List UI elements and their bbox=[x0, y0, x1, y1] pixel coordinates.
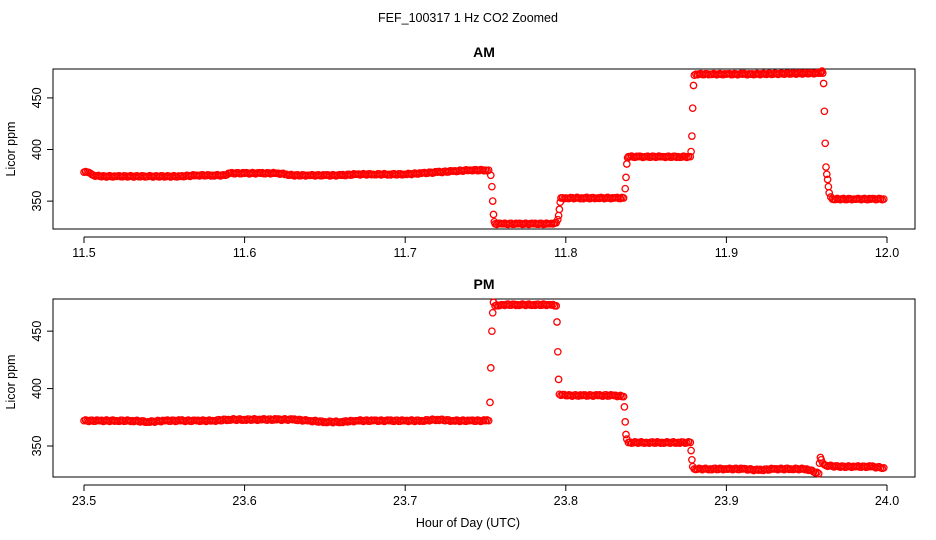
am-y-tick-label: 450 bbox=[30, 87, 44, 108]
am-points bbox=[80, 67, 888, 229]
am-x-tick-label: 11.5 bbox=[72, 246, 95, 260]
am-x-ticks: 11.5 11.6 11.7 11.8 11.9 12.0 bbox=[72, 236, 899, 260]
pm-point bbox=[620, 403, 629, 411]
am-point bbox=[622, 173, 630, 182]
am-y-ticks: 350 400 450 bbox=[30, 87, 54, 212]
am-point bbox=[488, 182, 496, 191]
am-point bbox=[821, 139, 830, 148]
pm-point bbox=[488, 327, 496, 336]
pm-point bbox=[621, 418, 630, 426]
am-panel-title: AM bbox=[473, 44, 495, 60]
pm-point bbox=[554, 375, 563, 384]
pm-point bbox=[552, 302, 561, 310]
pm-plot-frame bbox=[52, 298, 916, 478]
am-x-tick-label: 11.9 bbox=[715, 246, 738, 260]
am-point bbox=[825, 189, 834, 197]
pm-x-tick-label: 23.8 bbox=[554, 494, 578, 508]
pm-panel: PM Licor ppm 23.5 23.6 23.7 23.8 23.9 24.0 35… bbox=[4, 276, 916, 508]
pm-point bbox=[619, 392, 628, 401]
pm-x-tick-label: 23.6 bbox=[232, 494, 256, 508]
am-point bbox=[818, 69, 827, 77]
pm-x-ticks: 23.5 23.6 23.7 23.8 23.9 24.0 bbox=[72, 484, 899, 508]
am-point bbox=[688, 104, 697, 113]
pm-y-tick-label: 350 bbox=[30, 436, 44, 457]
am-point bbox=[822, 163, 830, 171]
am-point bbox=[555, 205, 564, 214]
am-y-tick-label: 350 bbox=[30, 191, 44, 212]
pm-y-axis-label: Licor ppm bbox=[4, 355, 18, 410]
am-point bbox=[486, 171, 495, 180]
am-point bbox=[553, 215, 562, 224]
am-y-tick-label: 400 bbox=[30, 139, 44, 160]
pm-point bbox=[814, 469, 823, 478]
am-point bbox=[819, 79, 828, 88]
am-point bbox=[619, 194, 628, 202]
pm-point bbox=[486, 364, 495, 372]
am-x-tick-label: 11.6 bbox=[233, 246, 256, 260]
pm-point bbox=[687, 446, 695, 455]
am-point bbox=[686, 152, 695, 161]
pm-panel-title: PM bbox=[474, 276, 495, 292]
pm-x-tick-label: 23.5 bbox=[72, 494, 96, 508]
am-plot-frame bbox=[52, 68, 916, 230]
pm-y-tick-label: 400 bbox=[30, 378, 44, 399]
am-x-tick-label: 11.8 bbox=[554, 246, 577, 260]
am-point bbox=[489, 210, 498, 219]
pm-y-tick-label: 450 bbox=[30, 321, 44, 342]
am-point bbox=[554, 211, 563, 220]
am-point bbox=[823, 175, 832, 184]
am-y-axis-label: Licor ppm bbox=[4, 122, 18, 177]
am-point bbox=[621, 184, 630, 193]
pm-point bbox=[802, 465, 811, 473]
pm-point bbox=[484, 416, 493, 425]
pm-point bbox=[553, 318, 561, 326]
pm-x-tick-label: 23.9 bbox=[714, 494, 738, 508]
am-x-tick-label: 11.7 bbox=[393, 246, 416, 260]
am-panel: AM Licor ppm 11.5 11.6 11.7 11.8 11.9 12.0 35… bbox=[4, 44, 916, 260]
am-point bbox=[820, 107, 829, 116]
pm-point bbox=[813, 468, 821, 477]
pm-point bbox=[879, 463, 888, 472]
pm-x-tick-label: 24.0 bbox=[875, 494, 899, 508]
am-point bbox=[879, 195, 888, 203]
am-point bbox=[488, 197, 497, 205]
am-point bbox=[824, 182, 833, 191]
pm-points bbox=[80, 298, 888, 478]
x-axis-label: Hour of Day (UTC) bbox=[416, 516, 520, 530]
pm-point bbox=[688, 455, 696, 464]
am-point bbox=[622, 160, 631, 168]
am-x-tick-label: 12.0 bbox=[875, 246, 899, 260]
pm-point bbox=[488, 308, 497, 317]
pm-y-ticks: 350 400 450 bbox=[30, 321, 54, 457]
pm-point bbox=[622, 430, 630, 439]
figure-suptitle: FEF_100317 1 Hz CO2 Zoomed bbox=[378, 11, 558, 25]
pm-point bbox=[686, 438, 695, 447]
pm-x-tick-label: 23.7 bbox=[393, 494, 417, 508]
pm-point bbox=[553, 347, 562, 356]
am-point bbox=[687, 147, 695, 156]
am-point bbox=[822, 170, 831, 179]
pm-point bbox=[486, 398, 494, 407]
am-point bbox=[688, 132, 696, 140]
am-point bbox=[689, 81, 698, 90]
am-point bbox=[816, 69, 825, 77]
